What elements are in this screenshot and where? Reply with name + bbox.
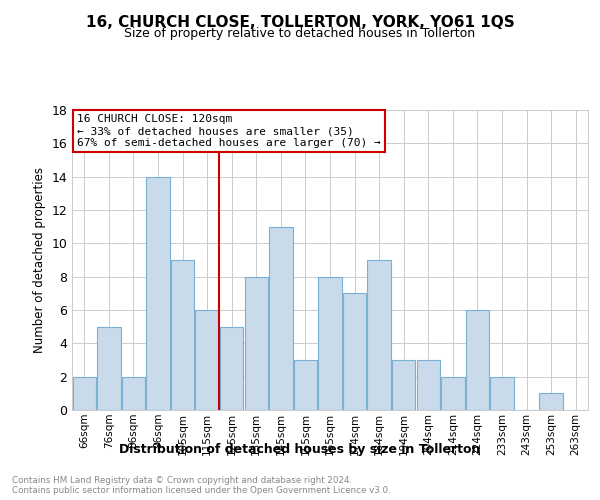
Text: 16, CHURCH CLOSE, TOLLERTON, YORK, YO61 1QS: 16, CHURCH CLOSE, TOLLERTON, YORK, YO61 … bbox=[86, 15, 514, 30]
Bar bbox=[196, 310, 219, 410]
Bar bbox=[392, 360, 415, 410]
Text: Distribution of detached houses by size in Tollerton: Distribution of detached houses by size … bbox=[119, 442, 481, 456]
Y-axis label: Number of detached properties: Number of detached properties bbox=[33, 167, 46, 353]
Bar bbox=[171, 260, 194, 410]
Bar bbox=[539, 394, 563, 410]
Bar bbox=[73, 376, 96, 410]
Bar bbox=[220, 326, 244, 410]
Bar bbox=[245, 276, 268, 410]
Bar bbox=[343, 294, 366, 410]
Bar bbox=[416, 360, 440, 410]
Bar bbox=[146, 176, 170, 410]
Text: Size of property relative to detached houses in Tollerton: Size of property relative to detached ho… bbox=[124, 28, 476, 40]
Bar bbox=[294, 360, 317, 410]
Bar bbox=[97, 326, 121, 410]
Bar bbox=[367, 260, 391, 410]
Bar bbox=[122, 376, 145, 410]
Bar bbox=[441, 376, 464, 410]
Bar bbox=[269, 226, 293, 410]
Text: 16 CHURCH CLOSE: 120sqm
← 33% of detached houses are smaller (35)
67% of semi-de: 16 CHURCH CLOSE: 120sqm ← 33% of detache… bbox=[77, 114, 381, 148]
Bar bbox=[490, 376, 514, 410]
Bar bbox=[466, 310, 489, 410]
Text: Contains HM Land Registry data © Crown copyright and database right 2024.
Contai: Contains HM Land Registry data © Crown c… bbox=[12, 476, 391, 495]
Bar bbox=[319, 276, 341, 410]
